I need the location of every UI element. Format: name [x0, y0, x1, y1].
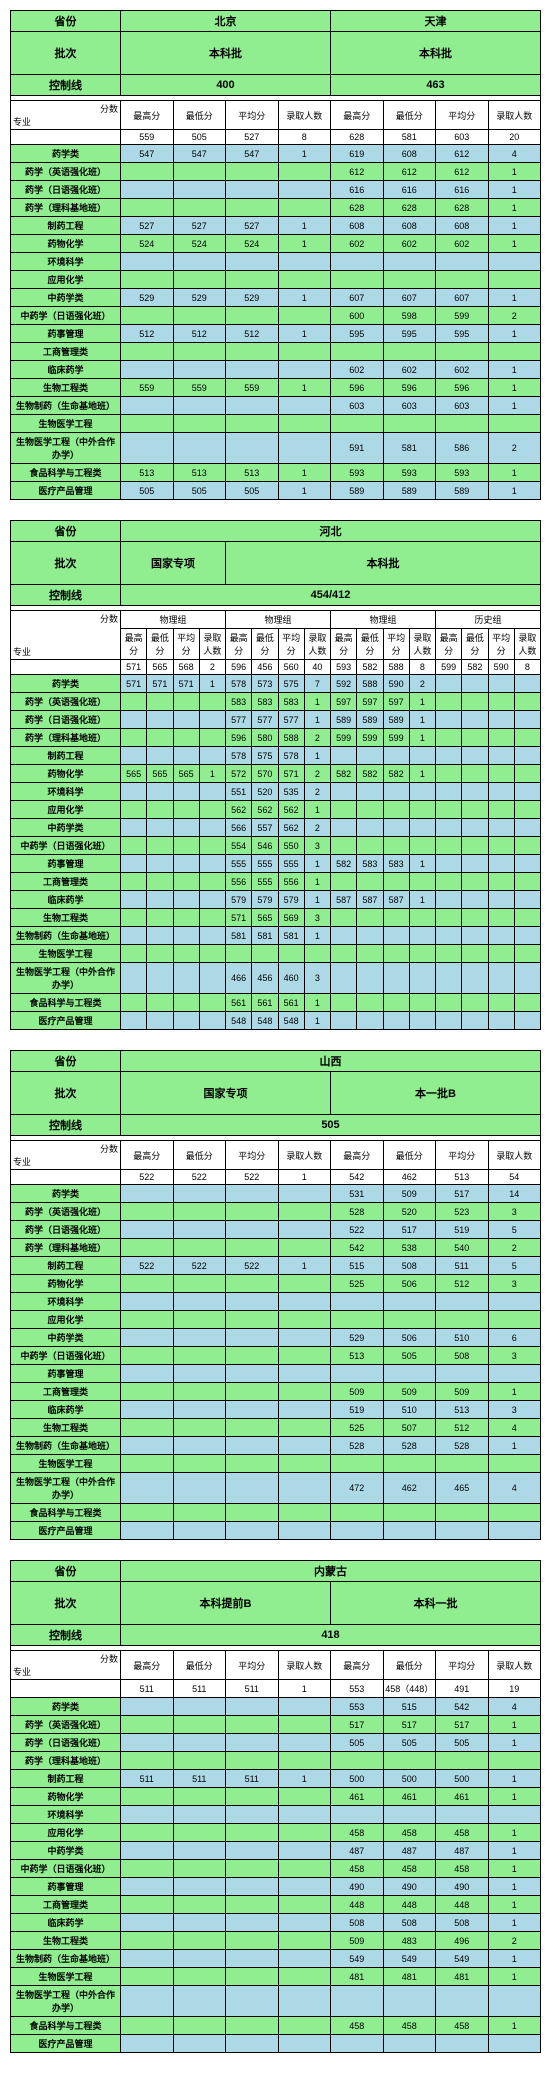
major-label: 生物工程类: [11, 379, 121, 397]
major-label: 中药学类: [11, 1842, 121, 1860]
major-label: 中药学类: [11, 289, 121, 307]
major-label: 中药学（日语强化班）: [11, 1347, 121, 1365]
major-label: 药学（日语强化班）: [11, 711, 121, 729]
major-label: 药学（英语强化班）: [11, 693, 121, 711]
major-label: 工商管理类: [11, 1896, 121, 1914]
major-label: 生物制药（生命基地班）: [11, 397, 121, 415]
major-label: 应用化学: [11, 1824, 121, 1842]
major-label: 生物制药（生命基地班）: [11, 1950, 121, 1968]
major-label: 生物医学工程: [11, 945, 121, 963]
major-label: 生物制药（生命基地班）: [11, 1437, 121, 1455]
major-label: 药事管理: [11, 855, 121, 873]
major-label: 工商管理类: [11, 1383, 121, 1401]
major-label: 药学（日语强化班）: [11, 1221, 121, 1239]
major-label: 医疗产品管理: [11, 2035, 121, 2053]
major-label: 制药工程: [11, 747, 121, 765]
major-label: 临床药学: [11, 361, 121, 379]
major-label: 生物制药（生命基地班）: [11, 927, 121, 945]
major-label: 药物化学: [11, 1788, 121, 1806]
major-label: 环境科学: [11, 253, 121, 271]
score-table: 省份内蒙古批次本科提前B本科一批控制线418分数专业最高分最低分平均分录取人数最…: [10, 1560, 541, 2053]
major-label: 中药学（日语强化班）: [11, 1860, 121, 1878]
major-label: 药事管理: [11, 325, 121, 343]
major-label: 制药工程: [11, 1770, 121, 1788]
major-label: 医疗产品管理: [11, 482, 121, 500]
major-label: 药事管理: [11, 1365, 121, 1383]
major-label: 药学类: [11, 1185, 121, 1203]
major-label: 生物医学工程: [11, 415, 121, 433]
major-label: 生物医学工程（中外合作办学）: [11, 963, 121, 994]
major-label: 工商管理类: [11, 343, 121, 361]
major-label: 生物工程类: [11, 909, 121, 927]
major-label: 医疗产品管理: [11, 1522, 121, 1540]
major-label: 药事管理: [11, 1878, 121, 1896]
major-label: 制药工程: [11, 1257, 121, 1275]
major-label: 应用化学: [11, 271, 121, 289]
major-label: 生物医学工程: [11, 1455, 121, 1473]
major-label: 药学（日语强化班）: [11, 181, 121, 199]
major-label: 应用化学: [11, 801, 121, 819]
major-label: 中药学类: [11, 1329, 121, 1347]
major-label: 生物医学工程（中外合作办学）: [11, 1473, 121, 1504]
major-label: 食品科学与工程类: [11, 2017, 121, 2035]
major-label: 药物化学: [11, 1275, 121, 1293]
major-label: 工商管理类: [11, 873, 121, 891]
major-label: 环境科学: [11, 1806, 121, 1824]
major-label: 生物工程类: [11, 1932, 121, 1950]
major-label: 生物医学工程: [11, 1968, 121, 1986]
major-label: 应用化学: [11, 1311, 121, 1329]
score-table: 省份河北批次国家专项本科批控制线454/412分数专业物理组物理组物理组历史组最…: [10, 520, 541, 1030]
score-table: 省份山西批次国家专项本一批B控制线505分数专业最高分最低分平均分录取人数最高分…: [10, 1050, 541, 1540]
major-label: 临床药学: [11, 891, 121, 909]
major-label: 药学（理科基地班）: [11, 199, 121, 217]
major-label: 环境科学: [11, 1293, 121, 1311]
major-label: 生物工程类: [11, 1419, 121, 1437]
major-label: 药学（英语强化班）: [11, 1203, 121, 1221]
major-label: 药学（日语强化班）: [11, 1734, 121, 1752]
major-label: 药学（英语强化班）: [11, 163, 121, 181]
major-label: 药学类: [11, 145, 121, 163]
major-label: 药学（理科基地班）: [11, 1239, 121, 1257]
major-label: 制药工程: [11, 217, 121, 235]
major-label: 中药学类: [11, 819, 121, 837]
major-label: 药学类: [11, 675, 121, 693]
score-table: 省份北京天津批次本科批本科批控制线400463分数专业最高分最低分平均分录取人数…: [10, 10, 541, 500]
major-label: 食品科学与工程类: [11, 1504, 121, 1522]
major-label: 药学（理科基地班）: [11, 729, 121, 747]
major-label: 药物化学: [11, 235, 121, 253]
major-label: 中药学（日语强化班）: [11, 837, 121, 855]
major-label: 食品科学与工程类: [11, 994, 121, 1012]
major-label: 药物化学: [11, 765, 121, 783]
major-label: 药学类: [11, 1698, 121, 1716]
major-label: 生物医学工程（中外合作办学）: [11, 1986, 121, 2017]
major-label: 临床药学: [11, 1914, 121, 1932]
major-label: 药学（理科基地班）: [11, 1752, 121, 1770]
major-label: 临床药学: [11, 1401, 121, 1419]
major-label: 食品科学与工程类: [11, 464, 121, 482]
major-label: 环境科学: [11, 783, 121, 801]
major-label: 医疗产品管理: [11, 1012, 121, 1030]
major-label: 生物医学工程（中外合作办学）: [11, 433, 121, 464]
major-label: 药学（英语强化班）: [11, 1716, 121, 1734]
major-label: 中药学（日语强化班）: [11, 307, 121, 325]
